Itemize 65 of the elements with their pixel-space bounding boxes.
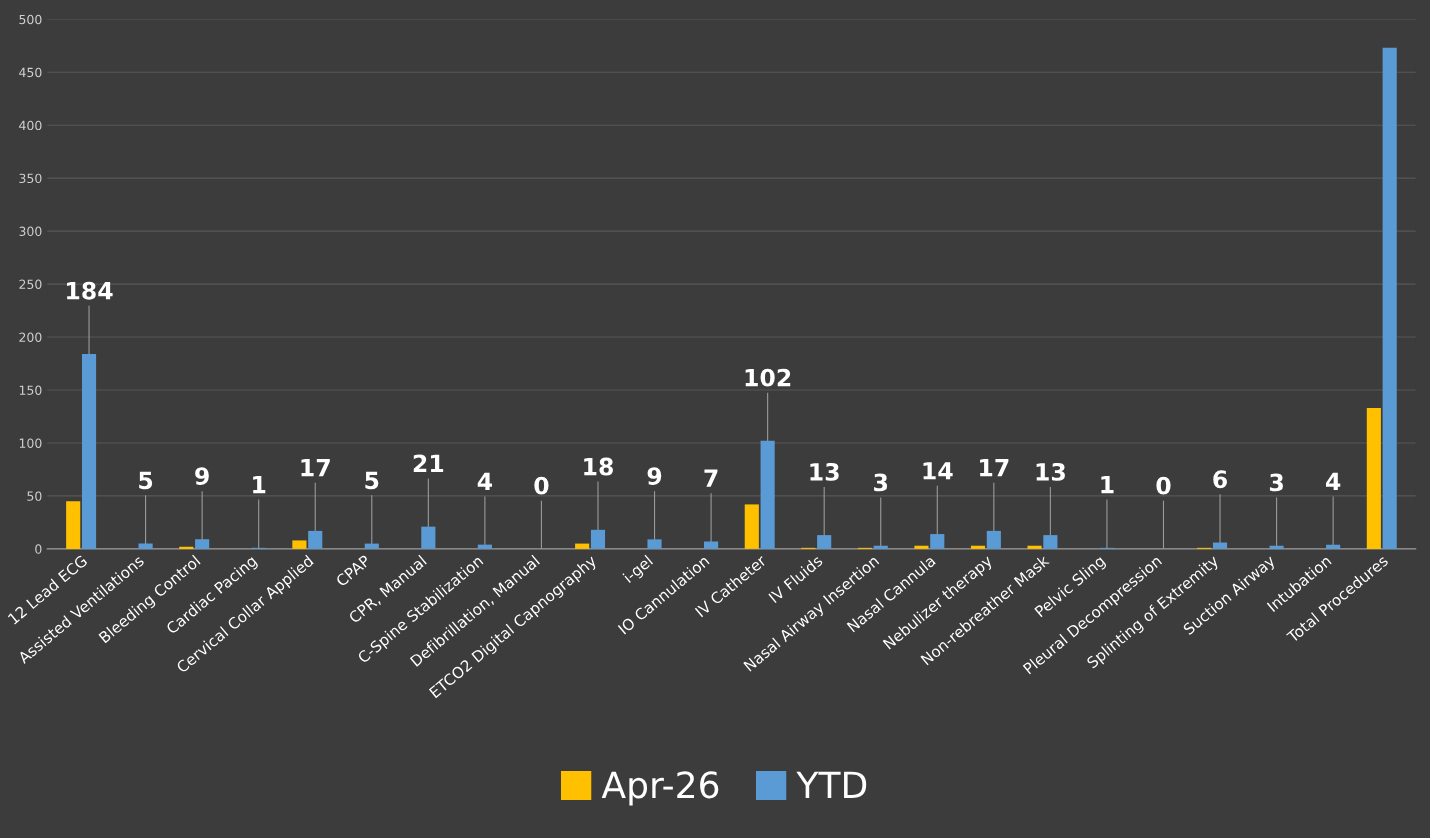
bar — [930, 534, 945, 549]
data-label: 1 — [1101, 475, 1114, 494]
bar — [873, 545, 888, 549]
data-label: 17 — [980, 458, 1009, 477]
bar — [195, 539, 210, 549]
y-tick-label: 350 — [19, 173, 42, 184]
bar — [914, 545, 929, 549]
bar — [1382, 47, 1397, 549]
bar — [760, 440, 775, 549]
data-label: 13 — [1036, 462, 1065, 481]
bar — [66, 501, 81, 549]
data-label: 4 — [1325, 472, 1341, 490]
bar — [590, 529, 606, 549]
bar — [364, 543, 379, 549]
bar — [81, 353, 97, 549]
y-tick-label: 250 — [19, 279, 42, 290]
bar — [477, 544, 492, 549]
bar — [292, 540, 307, 549]
bar — [986, 530, 1001, 549]
y-tick-label: 400 — [19, 120, 42, 131]
bar — [1212, 542, 1228, 549]
legend-label: YTD — [796, 771, 867, 798]
y-tick-label: 200 — [19, 332, 42, 342]
y-tick-label: 50 — [27, 491, 42, 501]
data-label: 0 — [1156, 476, 1171, 495]
bar — [138, 543, 153, 549]
data-label: 184 — [67, 281, 113, 300]
data-label: 3 — [874, 473, 888, 492]
bar — [179, 546, 194, 549]
y-tick-label: 100 — [19, 438, 42, 448]
data-label: 0 — [534, 476, 549, 495]
y-tick-label: 150 — [19, 385, 42, 395]
data-label: 6 — [1213, 470, 1227, 489]
bar — [1027, 545, 1042, 549]
data-label: 18 — [584, 457, 613, 476]
data-label: 14 — [923, 462, 953, 480]
bar — [1269, 545, 1284, 549]
legend-label: Apr-26 — [601, 771, 719, 806]
bar — [647, 539, 662, 549]
data-label: 21 — [413, 454, 444, 472]
bar — [308, 530, 323, 549]
bar — [575, 543, 590, 549]
data-label: 9 — [195, 467, 209, 485]
bar — [1326, 544, 1341, 549]
y-tick-label: 500 — [19, 14, 42, 25]
data-label: 4 — [477, 472, 493, 490]
bar — [421, 526, 436, 549]
y-tick-label: 0 — [35, 544, 42, 554]
bar — [1366, 408, 1381, 549]
data-label: 7 — [704, 469, 718, 487]
data-label: 1 — [253, 475, 266, 494]
data-label: 13 — [810, 462, 839, 481]
data-label: 17 — [301, 458, 330, 477]
data-label: 5 — [139, 471, 153, 490]
bar — [704, 541, 719, 549]
data-label: 5 — [365, 471, 379, 490]
y-tick-label: 450 — [19, 67, 42, 78]
bar — [744, 504, 759, 549]
y-tick-label: 300 — [19, 226, 42, 237]
data-label: 9 — [647, 467, 662, 485]
bar — [817, 535, 832, 549]
data-label: 102 — [745, 368, 791, 387]
bar — [1043, 535, 1058, 549]
data-label: 3 — [1269, 473, 1283, 492]
bar — [970, 545, 986, 549]
